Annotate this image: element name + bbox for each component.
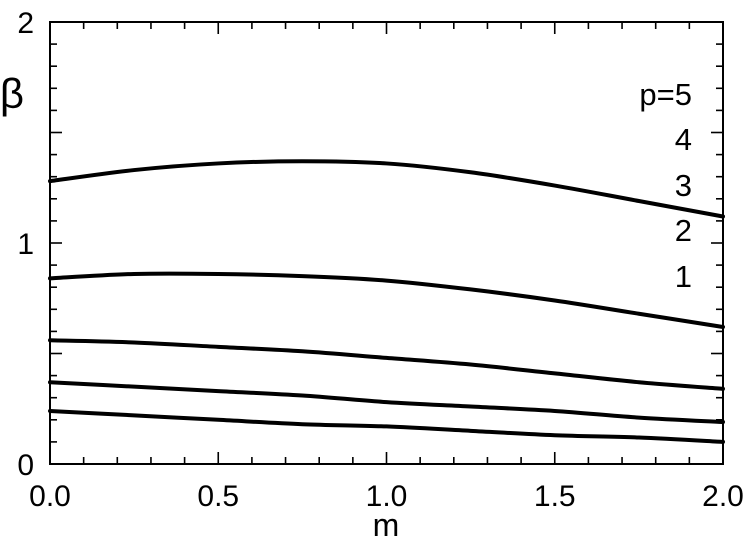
series-line-3: [48, 338, 725, 391]
series-label: 3: [675, 168, 692, 203]
series-label: p=5: [639, 77, 692, 112]
x-tick-label: 1.5: [534, 480, 576, 513]
y-tick-label: 1: [17, 228, 34, 261]
curves: [48, 159, 725, 444]
series-line-2: [48, 271, 725, 329]
x-tick-labels: 0.0 0.5 1.0 1.5 2.0: [29, 480, 744, 513]
series-line-5: [48, 408, 725, 444]
x-tick-label: 0.0: [29, 480, 71, 513]
x-axis-label: m: [373, 507, 400, 540]
y-tick-label: 0: [17, 449, 34, 482]
series-label: 1: [675, 259, 692, 294]
y-axis-label: β: [0, 70, 24, 117]
x-tick-label: 1.0: [366, 480, 408, 513]
axis-ticks: [49, 21, 724, 465]
y-tick-labels: 0 1 2: [17, 7, 34, 482]
series-label: 4: [675, 122, 692, 157]
x-tick-label: 2.0: [702, 480, 744, 513]
series-line-1: [48, 159, 725, 219]
x-tick-label: 0.5: [197, 480, 239, 513]
y-tick-label: 2: [17, 7, 34, 40]
series-label: 2: [675, 213, 692, 248]
series-line-4: [48, 380, 725, 425]
series-labels: p=5 4 3 2 1: [639, 77, 692, 294]
plot-frame: [49, 21, 724, 465]
